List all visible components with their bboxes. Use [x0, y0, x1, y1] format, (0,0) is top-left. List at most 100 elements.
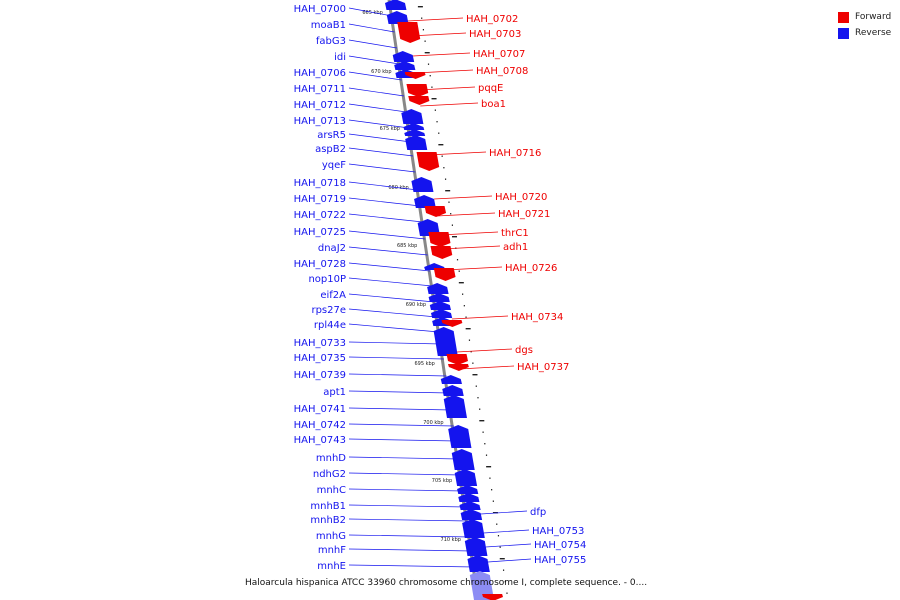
reverse-gene-label: HAH_0722: [294, 210, 346, 221]
map-caption: Haloarcula hispanica ATCC 33960 chromoso…: [245, 578, 648, 588]
forward-leader-line: [487, 558, 532, 563]
legend: Forward Reverse: [838, 9, 891, 41]
reverse-gene-feature: [428, 293, 450, 302]
forward-gene-feature: [406, 84, 429, 97]
forward-gene-feature: [430, 246, 453, 259]
tick-mark: [506, 592, 508, 594]
tick-mark: [479, 408, 481, 410]
forward-gene-feature: [433, 268, 456, 281]
forward-gene-label: pqqE: [478, 83, 503, 94]
reverse-gene-label: HAH_0700: [294, 4, 346, 15]
reverse-gene-label: eif2A: [320, 290, 346, 301]
tick-mark: [429, 75, 431, 77]
reverse-leader-line: [348, 390, 450, 394]
tick-mark: [499, 546, 501, 548]
reverse-gene-label: apt1: [323, 387, 346, 398]
tick-mark: [438, 132, 440, 134]
scale-label: 710 kbp: [441, 537, 461, 543]
reverse-gene-label: ndhG2: [313, 469, 346, 480]
reverse-gene-label: moaB1: [311, 20, 346, 31]
forward-leader-line: [483, 529, 530, 534]
reverse-gene-label: HAH_0718: [294, 178, 346, 189]
forward-gene-label: adh1: [503, 242, 528, 253]
legend-reverse-label: Reverse: [855, 28, 892, 38]
reverse-gene-label: HAH_0728: [294, 259, 346, 270]
gene-label: dfp: [530, 507, 546, 518]
forward-leader-line: [459, 365, 515, 370]
legend-forward: Forward: [838, 9, 891, 25]
reverse-gene-label: mnhB1: [310, 501, 346, 512]
forward-leader-line: [480, 510, 528, 515]
scale-label: 695 kbp: [414, 361, 434, 367]
reverse-leader-line: [348, 55, 400, 65]
tick-mark: [458, 282, 464, 284]
reverse-gene-label: HAH_0741: [294, 404, 346, 415]
legend-reverse: Reverse: [838, 25, 891, 41]
tick-mark: [489, 477, 491, 479]
forward-leader-line: [444, 266, 503, 271]
forward-swatch: [838, 11, 849, 23]
tick-mark: [491, 489, 493, 491]
reverse-gene-feature: [429, 301, 451, 310]
reverse-leader-line: [348, 103, 407, 113]
tick-mark: [456, 259, 459, 261]
gene-label: HAH_0754: [534, 540, 586, 551]
reverse-gene-label: mnhB2: [310, 515, 346, 526]
reverse-gene-label: rpl44e: [314, 320, 346, 331]
reverse-gene-feature: [460, 509, 483, 520]
reverse-leader-line: [348, 277, 433, 287]
reverse-leader-line: [348, 456, 459, 460]
tick-mark: [486, 466, 492, 468]
reverse-gene-feature: [469, 571, 494, 600]
reverse-gene-feature: [385, 0, 407, 10]
reverse-leader-line: [348, 262, 431, 272]
forward-gene-label: HAH_0703: [469, 29, 521, 40]
tick-mark: [424, 52, 430, 54]
reverse-gene-label: HAH_0711: [294, 84, 346, 95]
reverse-leader-line: [348, 293, 435, 303]
reverse-gene-feature: [448, 425, 472, 448]
reverse-gene-label: HAH_0733: [294, 338, 346, 349]
reverse-leader-line: [348, 230, 426, 240]
reverse-gene-feature: [433, 327, 458, 356]
reverse-gene-label: HAH_0719: [294, 194, 346, 205]
tick-mark: [443, 167, 445, 169]
forward-gene-label: HAH_0702: [466, 14, 518, 25]
gene-label: HAH_0755: [534, 555, 586, 566]
reverse-leader-line: [348, 548, 473, 552]
tick-mark: [475, 385, 477, 387]
reverse-gene-feature: [443, 395, 468, 418]
tick-mark: [451, 224, 454, 226]
tick-mark: [462, 293, 464, 295]
forward-leader-line: [456, 348, 513, 353]
reverse-gene-label: mnhG: [316, 531, 346, 542]
tick-mark: [504, 581, 506, 583]
reverse-gene-label: dnaJ2: [318, 243, 346, 254]
reverse-gene-label: mnhE: [317, 561, 346, 572]
forward-gene-label: HAH_0716: [489, 148, 541, 159]
reverse-gene-feature: [462, 519, 485, 538]
reverse-gene-feature: [417, 219, 441, 236]
tick-mark: [448, 201, 450, 203]
reverse-gene-label: HAH_0713: [294, 116, 346, 127]
reverse-gene-label: rps27e: [311, 305, 346, 316]
tick-mark: [465, 328, 471, 330]
tick-mark: [470, 351, 472, 353]
reverse-gene-feature: [430, 309, 453, 318]
reverse-leader-line: [348, 438, 457, 442]
reverse-gene-feature: [386, 11, 409, 24]
reverse-gene-label: mnhC: [317, 485, 346, 496]
reverse-gene-label: HAH_0706: [294, 68, 346, 79]
forward-gene-label: HAH_0737: [517, 362, 569, 373]
scale-label: 690 kbp: [406, 302, 426, 308]
reverse-leader-line: [348, 133, 411, 143]
reverse-gene-label: yqeF: [322, 160, 346, 171]
tick-mark: [445, 190, 451, 192]
forward-leader-line: [427, 151, 487, 156]
reverse-gene-feature: [467, 555, 490, 572]
forward-gene-feature: [482, 594, 503, 600]
forward-gene-feature: [408, 96, 430, 105]
forward-leader-line: [407, 17, 464, 22]
reverse-leader-line: [348, 119, 409, 129]
